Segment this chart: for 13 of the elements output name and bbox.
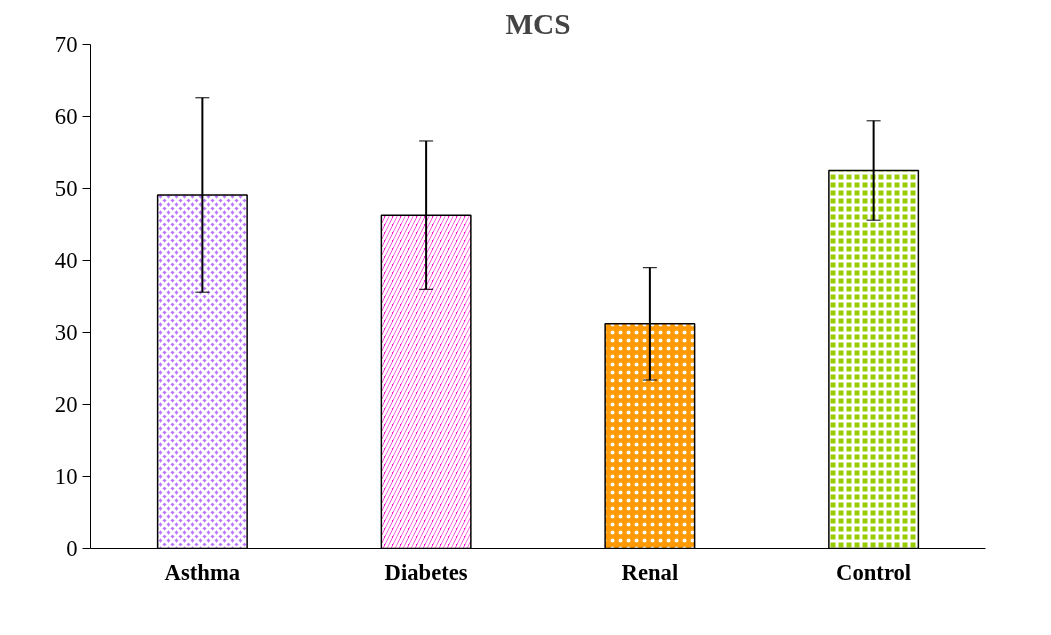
- x-tick-label: Control: [836, 559, 912, 585]
- y-tick-label: 30: [54, 320, 78, 345]
- x-tick-label: Asthma: [164, 559, 241, 585]
- y-tick-label: 50: [54, 176, 78, 201]
- y-tick-label: 70: [54, 32, 78, 57]
- y-tick-label: 60: [54, 104, 78, 129]
- y-tick-label: 20: [54, 392, 78, 417]
- chart-title: MCS: [505, 7, 571, 40]
- x-tick-label: Renal: [621, 559, 679, 585]
- y-tick-label: 40: [54, 248, 78, 273]
- y-tick-label: 0: [66, 536, 78, 561]
- x-tick-label: Diabetes: [384, 559, 468, 585]
- y-tick-label: 10: [54, 464, 78, 489]
